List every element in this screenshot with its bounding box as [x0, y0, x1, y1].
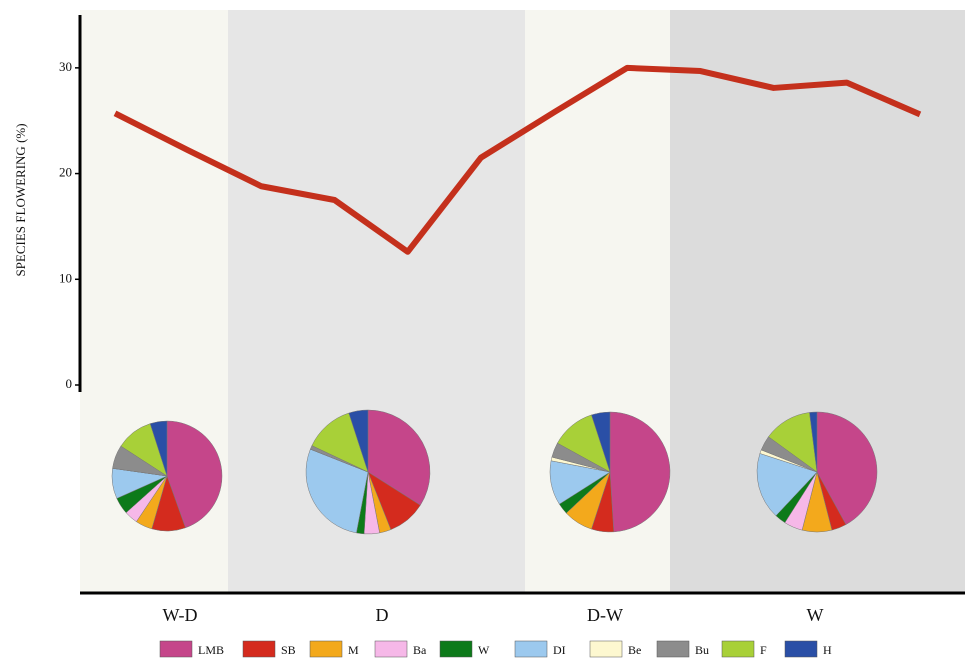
pie-slice [591, 411, 611, 473]
legend-swatch [242, 640, 276, 658]
pie-slice [809, 411, 818, 473]
y-tick-label: 30 [59, 59, 72, 74]
pie-slice [816, 411, 878, 525]
season-label: W [807, 605, 824, 625]
pie-slice [609, 411, 671, 533]
legend-label: SB [281, 643, 296, 657]
season-label: W-D [163, 605, 198, 625]
season-bands [80, 10, 965, 593]
legend-swatch [784, 640, 818, 658]
pie-slice [367, 409, 431, 506]
pie-slice [149, 420, 168, 477]
legend-label: Be [628, 643, 641, 657]
legend-swatch [309, 640, 343, 658]
legend-swatch [439, 640, 473, 658]
pie-slice [166, 420, 223, 529]
legend-swatch [656, 640, 690, 658]
legend-swatch [374, 640, 408, 658]
legend-label: W [478, 643, 490, 657]
legend-swatch [721, 640, 755, 658]
legend-label: DI [553, 643, 566, 657]
legend-swatch [159, 640, 193, 658]
legend-label: H [823, 643, 832, 657]
y-tick-label: 20 [59, 165, 72, 180]
y-axis-label: SPECIES FLOWERING (%) [13, 123, 28, 276]
pie-slice [348, 409, 369, 473]
legend-swatch [514, 640, 548, 658]
legend-label: Bu [695, 643, 709, 657]
y-tick-label: 10 [59, 270, 72, 285]
season-label: D [376, 605, 389, 625]
legend-label: Ba [413, 643, 427, 657]
y-tick-label: 0 [66, 376, 73, 391]
season-label: D-W [587, 605, 623, 625]
legend-label: F [760, 643, 767, 657]
data-line [113, 64, 922, 255]
pie-slice [305, 448, 369, 534]
legend-label: M [348, 643, 359, 657]
legend-label: LMB [198, 643, 224, 657]
pie-slice [756, 453, 818, 517]
legend-swatch [589, 640, 623, 658]
